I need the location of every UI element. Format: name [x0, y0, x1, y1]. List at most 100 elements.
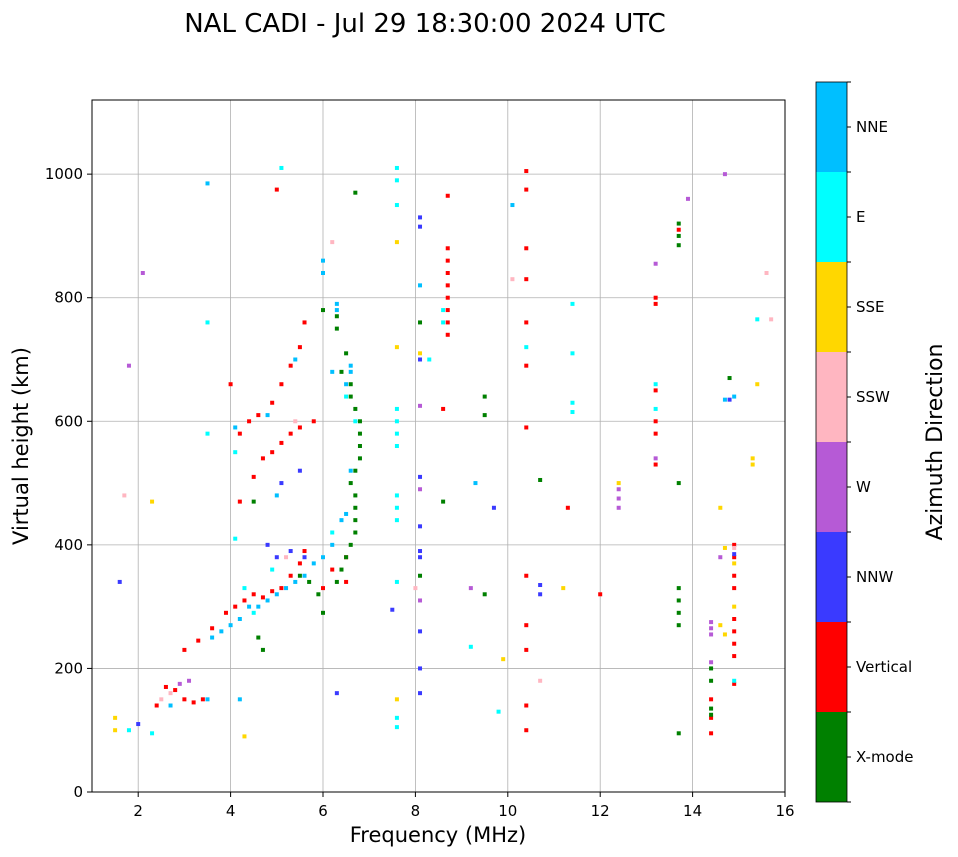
data-point: [274, 493, 279, 498]
data-point: [709, 678, 714, 683]
data-point: [394, 505, 399, 510]
data-point: [163, 684, 168, 689]
data-point: [468, 586, 473, 591]
plot-frame: [91, 99, 786, 793]
data-point: [293, 419, 298, 424]
data-point: [334, 691, 339, 696]
colorbar-label: SSE: [856, 298, 885, 316]
data-point: [732, 542, 737, 547]
series-x-mode: [251, 190, 732, 736]
data-point: [676, 233, 681, 238]
data-point: [251, 499, 256, 504]
data-point: [653, 431, 658, 436]
data-point: [394, 345, 399, 350]
data-point: [524, 169, 529, 174]
data-point: [394, 725, 399, 730]
data-point: [339, 518, 344, 523]
data-point: [653, 301, 658, 306]
data-point: [260, 595, 265, 600]
data-point: [242, 734, 247, 739]
data-point: [445, 258, 450, 263]
y-tick-label: 400: [54, 536, 83, 554]
data-point: [732, 654, 737, 659]
data-point: [279, 440, 284, 445]
colorbar-title: Azimuth Direction: [923, 343, 948, 540]
colorbar-segment-sse: [816, 262, 847, 352]
data-point: [524, 187, 529, 192]
data-point: [205, 320, 210, 325]
data-point: [418, 549, 423, 554]
data-point: [334, 579, 339, 584]
data-point: [418, 691, 423, 696]
data-point: [288, 431, 293, 436]
data-point: [418, 487, 423, 492]
data-point: [233, 425, 238, 430]
data-point: [357, 431, 362, 436]
data-point: [732, 573, 737, 578]
data-point: [256, 413, 261, 418]
data-point: [732, 641, 737, 646]
data-point: [510, 277, 515, 282]
data-point: [491, 505, 496, 510]
data-point: [616, 487, 621, 492]
data-point: [538, 592, 543, 597]
data-point: [570, 301, 575, 306]
data-point: [251, 474, 256, 479]
data-point: [353, 468, 358, 473]
data-point: [653, 382, 658, 387]
data-point: [256, 604, 261, 609]
data-point: [177, 681, 182, 686]
data-point: [570, 400, 575, 405]
data-point: [524, 623, 529, 628]
data-point: [709, 731, 714, 736]
colorbar-label: X-mode: [856, 748, 913, 766]
colorbar-segment-e: [816, 172, 847, 262]
data-point: [441, 406, 446, 411]
data-point: [344, 511, 349, 516]
data-point: [676, 731, 681, 736]
data-point: [496, 709, 501, 714]
data-point: [709, 626, 714, 631]
data-point: [676, 598, 681, 603]
data-point: [334, 314, 339, 319]
data-point: [274, 187, 279, 192]
series-e: [126, 165, 760, 736]
x-tick-label: 10: [498, 802, 517, 820]
data-point: [288, 573, 293, 578]
data-point: [394, 579, 399, 584]
data-point: [524, 728, 529, 733]
data-point: [302, 549, 307, 554]
data-point: [297, 468, 302, 473]
data-point: [279, 586, 284, 591]
data-point: [418, 320, 423, 325]
data-point: [750, 462, 755, 467]
colorbar-label: SSW: [856, 388, 890, 406]
data-point: [427, 357, 432, 362]
data-point: [418, 524, 423, 529]
data-point: [418, 283, 423, 288]
data-point: [418, 474, 423, 479]
y-tick-label: 600: [54, 412, 83, 430]
data-point: [394, 493, 399, 498]
data-point: [676, 610, 681, 615]
data-point: [441, 308, 446, 313]
data-point: [473, 481, 478, 486]
data-point: [270, 400, 275, 405]
data-point: [501, 657, 506, 662]
data-point: [154, 703, 159, 708]
data-point: [348, 363, 353, 368]
data-point: [219, 629, 224, 634]
x-tick-label: 8: [411, 802, 421, 820]
data-point: [288, 363, 293, 368]
data-point: [126, 363, 131, 368]
data-point: [297, 345, 302, 350]
colorbar-frame: [815, 81, 848, 803]
data-point: [168, 703, 173, 708]
data-point: [653, 261, 658, 266]
data-point: [394, 431, 399, 436]
data-point: [140, 271, 145, 275]
data-point: [284, 555, 289, 560]
data-point: [413, 586, 418, 591]
data-point: [339, 369, 344, 374]
colorbar-label: NNE: [856, 118, 888, 136]
